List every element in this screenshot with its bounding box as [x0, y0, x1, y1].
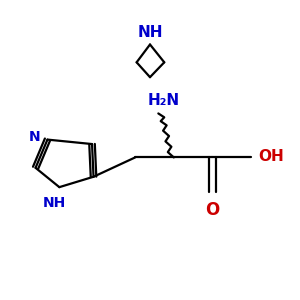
Text: H₂N: H₂N [147, 93, 179, 108]
Text: OH: OH [259, 149, 284, 164]
Text: O: O [205, 201, 220, 219]
Text: NH: NH [42, 196, 66, 210]
Text: N: N [28, 130, 40, 144]
Text: NH: NH [137, 25, 163, 40]
